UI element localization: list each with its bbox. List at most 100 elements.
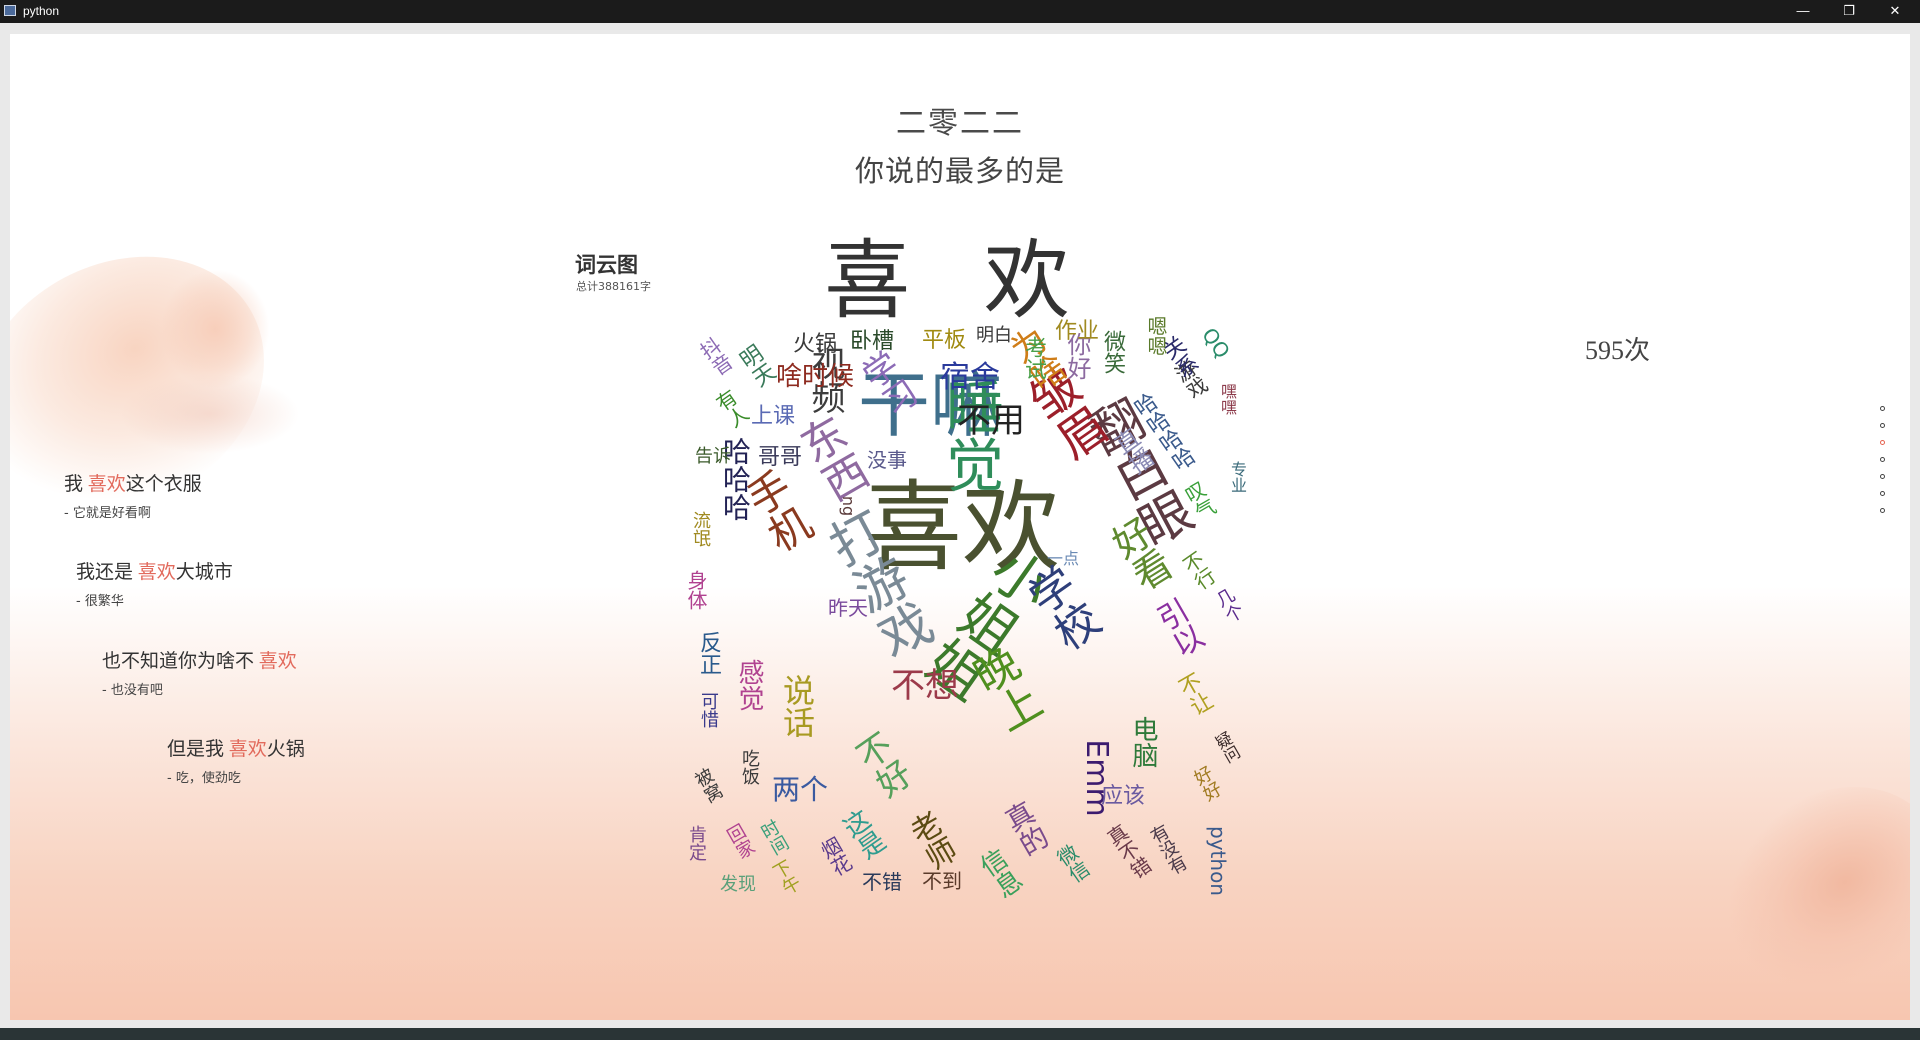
word-cloud-word: 不想	[891, 666, 959, 706]
word-cloud-word: 喜欢	[863, 471, 1061, 585]
word-cloud-word: 哈哈哈	[719, 437, 752, 521]
word-cloud-word: 说话	[778, 674, 816, 738]
phrase-note: - 吃，使劲吃	[167, 771, 241, 786]
word-cloud-word: 昨天	[828, 596, 868, 620]
page-dot[interactable]	[1880, 508, 1885, 513]
word-cloud-word: 好看	[1100, 511, 1178, 599]
page-dot[interactable]	[1880, 491, 1885, 496]
word-cloud-word: 下午	[767, 856, 804, 899]
year-heading: 二零二二	[896, 107, 1024, 140]
word-cloud-word: 皱眉	[1013, 359, 1115, 471]
word-cloud-word: 真不错	[1100, 820, 1156, 884]
word-cloud-word: 抖音	[693, 333, 737, 381]
word-cloud-word: 睡觉	[936, 377, 1004, 493]
phrase-text: 我还是	[76, 562, 138, 583]
close-button[interactable]: ✕	[1889, 3, 1901, 18]
word-cloud-word: 哈哈哈哈	[1126, 389, 1198, 476]
word-cloud-word: 告诉	[695, 446, 731, 467]
word-cloud-word: 晚上	[959, 638, 1048, 741]
word-cloud-word: 啥时候	[775, 362, 855, 392]
page-dot[interactable]	[1880, 406, 1885, 411]
word-cloud-word: 身体	[684, 570, 708, 610]
word-cloud-word: 老师	[900, 807, 961, 877]
word-cloud-word: 烟花	[814, 833, 856, 881]
word-cloud-word: 打游戏	[812, 503, 940, 669]
word-cloud-word: 这是	[834, 805, 890, 865]
word-cloud-word: ng	[839, 495, 858, 517]
word-cloud-word: 应该	[1100, 784, 1146, 809]
hand-fingers-left	[160, 269, 270, 389]
word-cloud-word: 疑问	[1210, 729, 1243, 767]
phrase-text: 火锅	[266, 739, 305, 760]
word-cloud-word: 微信	[1050, 840, 1094, 888]
word-cloud-word: 流氓	[690, 511, 711, 547]
page-dots-nav	[1880, 406, 1890, 525]
word-cloud-word: 信息	[971, 844, 1027, 904]
word-cloud-word: 肯定	[686, 825, 707, 861]
phrase-text: 大城市	[175, 562, 233, 583]
phrase-text: 这个衣服	[125, 474, 202, 495]
word-cloud-word: 发现	[720, 874, 756, 895]
word-cloud-word: 不好	[845, 726, 917, 806]
word-cloud-word: 不行	[1176, 547, 1220, 595]
word-cloud-word: 游戏	[1168, 356, 1212, 404]
word-cloud-word: 电脑	[1128, 716, 1158, 768]
page-dot[interactable]	[1880, 474, 1885, 479]
phrase-highlight: 喜欢	[137, 562, 176, 583]
word-cloud-word: 翻白眼	[1072, 391, 1200, 557]
word-cloud-word: 嘿嘿	[1218, 383, 1237, 415]
word-cloud-word: 一点	[1046, 549, 1080, 568]
word-cloud-word: 好好	[1188, 762, 1225, 805]
word-cloud-word: 干嘛	[857, 363, 1003, 447]
word-cloud-word: 你好	[1063, 332, 1091, 380]
word-cloud-word: 考试	[1021, 336, 1046, 380]
phrase-highlight: 喜欢	[228, 739, 267, 760]
word-cloud-word: 小姐姐	[910, 532, 1061, 708]
page-dot[interactable]	[1880, 457, 1885, 462]
word-cloud-word: 没事	[867, 448, 907, 472]
phrase-text: 也不知道你为啥不	[102, 651, 259, 672]
phrase-note: - 很繁华	[76, 594, 124, 609]
python-app-icon	[4, 5, 16, 16]
word-cloud-word: 回家	[721, 820, 758, 863]
word-cloud-word: 哥哥	[757, 445, 803, 470]
page-dot[interactable]	[1880, 423, 1885, 428]
report-page: 二零二二 你说的最多的是 喜 欢 词云图 总计388161字 595次 我 喜欢…	[10, 34, 1910, 1020]
word-cloud-word: python	[1206, 826, 1230, 896]
word-cloud-word: 宿舍	[940, 360, 1000, 395]
word-cloud-word: 直播	[1106, 424, 1158, 480]
minimize-button[interactable]: —	[1796, 3, 1810, 18]
window-title: python	[23, 4, 60, 18]
word-cloud-word: 东西	[786, 408, 875, 511]
word-cloud-word: 真的	[997, 796, 1054, 862]
phrase-text: 我	[64, 474, 88, 495]
word-cloud-word: 火锅	[792, 332, 838, 357]
hand-illustration-right	[1686, 745, 1910, 1020]
restore-button[interactable]: ❐	[1843, 3, 1855, 18]
word-cloud-word: 视频	[805, 346, 845, 414]
word-cloud-word: 专业	[1228, 461, 1247, 493]
phrase-item: 但是我 喜欢火锅 - 吃，使劲吃	[167, 734, 305, 786]
word-cloud-word: 关系	[1155, 332, 1202, 383]
window-titlebar: python — ❐ ✕	[0, 0, 1920, 23]
word-cloud-word: 手机	[734, 463, 819, 561]
word-cloud-word: 时间	[755, 816, 792, 859]
hand-shadow-left	[120, 374, 300, 454]
word-cloud-word: 两个	[771, 773, 829, 806]
word-cloud-word: 可惜	[698, 692, 719, 728]
top-word: 喜 欢	[824, 233, 1096, 329]
word-cloud-word: 感觉	[734, 659, 764, 711]
word-cloud-word: 引以	[1147, 594, 1208, 664]
word-cloud-word: 不用	[957, 401, 1025, 441]
word-cloud-word: 吃饭	[739, 749, 760, 785]
word-cloud-word: 上课	[750, 404, 796, 429]
word-cloud-word: 有没有	[1144, 821, 1191, 879]
phrase-item: 也不知道你为啥不 喜欢 - 也没有吧	[102, 646, 297, 698]
phrase-item: 我还是 喜欢大城市 - 很繁华	[76, 557, 233, 609]
taskbar	[0, 1028, 1920, 1040]
word-cloud-word: 不错	[862, 870, 902, 894]
word-cloud-word: 有人	[709, 385, 753, 433]
page-dot[interactable]	[1880, 440, 1885, 445]
word-cloud-word: 明天	[732, 341, 779, 392]
word-cloud-word: 不让	[1171, 669, 1216, 721]
